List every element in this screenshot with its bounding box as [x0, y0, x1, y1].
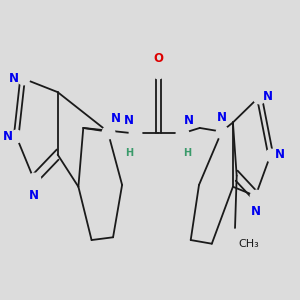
Text: N: N: [217, 111, 226, 124]
Text: CH₃: CH₃: [238, 239, 259, 249]
Text: N: N: [274, 148, 284, 161]
Text: O: O: [153, 52, 163, 64]
Text: N: N: [184, 114, 194, 127]
Text: H: H: [125, 148, 134, 158]
Text: N: N: [250, 205, 260, 218]
Text: H: H: [184, 148, 192, 158]
Text: N: N: [263, 90, 273, 103]
Text: N: N: [9, 72, 19, 85]
Text: N: N: [111, 112, 121, 125]
Text: N: N: [123, 114, 134, 127]
Text: N: N: [29, 189, 39, 202]
Text: N: N: [2, 130, 12, 143]
